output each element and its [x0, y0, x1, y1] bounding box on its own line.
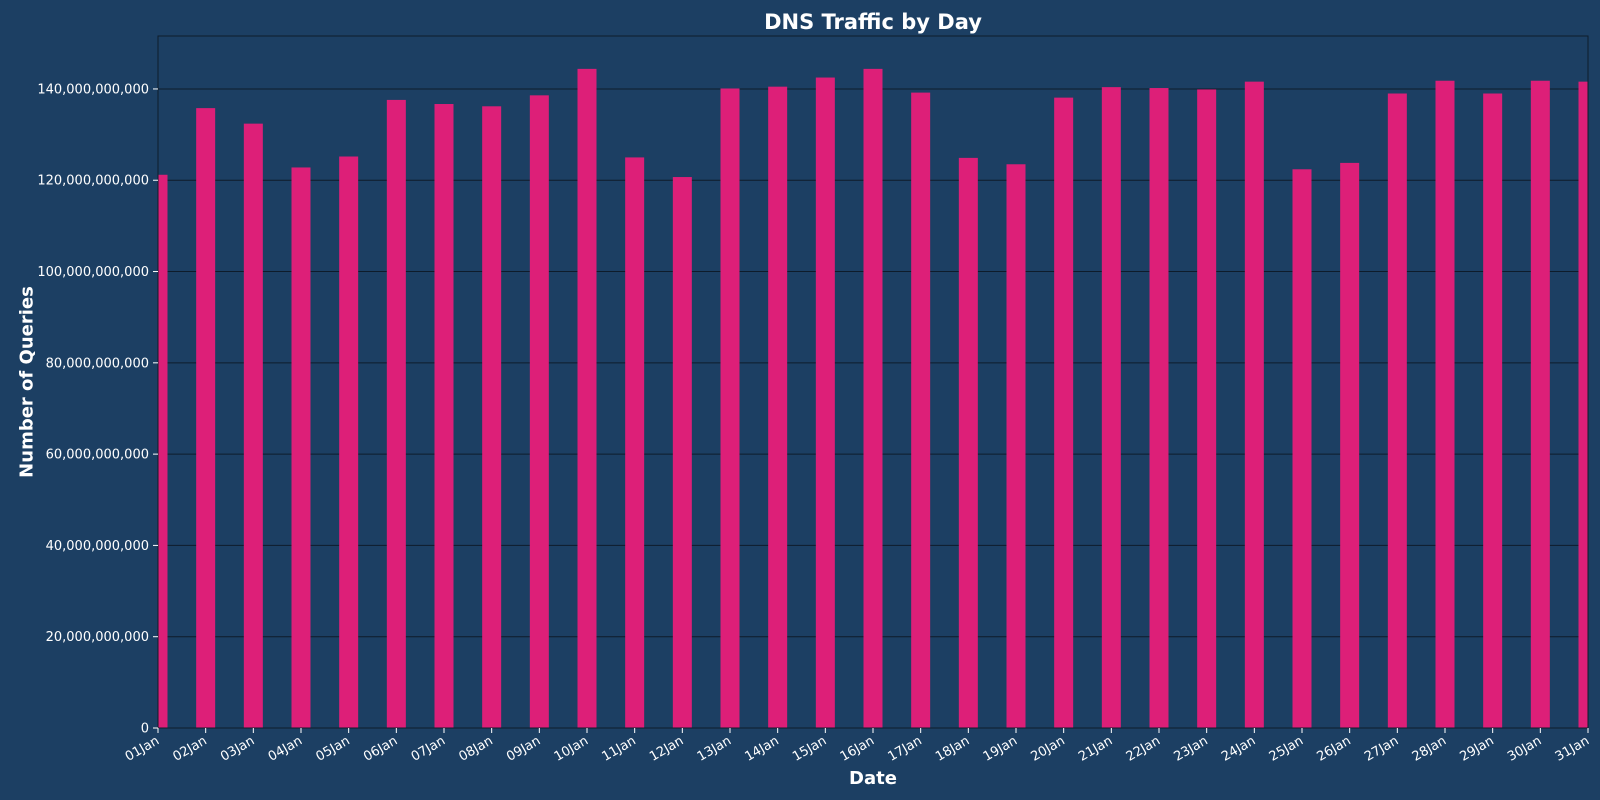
x-tick-label: 31Jan [1553, 733, 1592, 764]
y-tick-label: 120,000,000,000 [37, 174, 149, 189]
x-tick-label: 27Jan [1362, 733, 1401, 764]
x-tick-label: 28Jan [1410, 733, 1449, 764]
bar-16Jan [863, 68, 883, 728]
bar-21Jan [1101, 87, 1121, 728]
y-tick-label: 140,000,000,000 [37, 82, 149, 97]
x-tick-label: 06Jan [361, 733, 400, 764]
bar-09Jan [529, 95, 549, 728]
bar-28Jan [1435, 80, 1455, 728]
bar-04Jan [291, 167, 311, 728]
bar-24Jan [1244, 81, 1264, 728]
bar-25Jan [1292, 169, 1312, 728]
x-tick-label: 20Jan [1028, 733, 1067, 764]
x-tick-label: 15Jan [790, 733, 829, 764]
x-tick-label: 29Jan [1457, 733, 1496, 764]
y-tick-label: 40,000,000,000 [46, 539, 149, 554]
bar-29Jan [1483, 93, 1503, 728]
bar-22Jan [1149, 88, 1169, 728]
x-tick-label: 07Jan [409, 733, 448, 764]
bar-10Jan [577, 68, 597, 728]
x-tick-label: 19Jan [981, 733, 1020, 764]
x-tick-label: 09Jan [504, 733, 543, 764]
bar-03Jan [243, 123, 263, 728]
y-tick-label: 20,000,000,000 [46, 630, 149, 645]
x-tick-label: 26Jan [1314, 733, 1353, 764]
bar-15Jan [815, 77, 835, 728]
bars [158, 68, 1588, 728]
x-tick-label: 23Jan [1171, 733, 1210, 764]
bar-14Jan [768, 86, 788, 728]
bar-30Jan [1530, 80, 1550, 728]
bar-13Jan [720, 88, 740, 728]
bar-18Jan [958, 157, 978, 728]
bar-27Jan [1387, 93, 1407, 728]
x-tick-label: 02Jan [170, 733, 209, 764]
y-tick-label: 60,000,000,000 [46, 448, 149, 463]
x-tick-label: 16Jan [838, 733, 877, 764]
x-tick-label: 08Jan [456, 733, 495, 764]
x-tick-label: 12Jan [647, 733, 686, 764]
x-axis-label: Date [849, 768, 897, 789]
y-tick-label: 0 [141, 722, 149, 737]
x-tick-label: 17Jan [885, 733, 924, 764]
bar-12Jan [672, 177, 692, 728]
x-axis-ticks: 01Jan 02Jan 03Jan 04Jan 05Jan 06Jan 07Jan 08Jan… [123, 728, 1592, 765]
x-tick-label: 01Jan [123, 733, 162, 764]
chart-title: DNS Traffic by Day [764, 10, 982, 34]
x-tick-label: 14Jan [742, 733, 781, 764]
x-tick-label: 24Jan [1219, 733, 1258, 764]
bar-31Jan [1578, 81, 1588, 728]
bar-26Jan [1340, 162, 1360, 728]
x-tick-label: 18Jan [933, 733, 972, 764]
x-tick-label: 03Jan [218, 733, 257, 764]
x-tick-label: 10Jan [552, 733, 591, 764]
x-tick-label: 04Jan [266, 733, 305, 764]
bar-20Jan [1054, 97, 1074, 728]
x-tick-label: 22Jan [1124, 733, 1163, 764]
bar-02Jan [196, 108, 216, 728]
bar-05Jan [339, 156, 359, 728]
bar-11Jan [625, 157, 645, 728]
bar-19Jan [1006, 164, 1026, 728]
bar-23Jan [1197, 89, 1217, 728]
x-tick-label: 21Jan [1076, 733, 1115, 764]
x-tick-label: 11Jan [599, 733, 638, 764]
y-axis-label: Number of Queries [16, 286, 37, 478]
y-axis-ticks: 0 20,000,000,000 40,000,000,000 60,000,000,… [37, 82, 158, 737]
x-tick-label: 30Jan [1505, 733, 1544, 764]
x-tick-label: 25Jan [1267, 733, 1306, 764]
x-tick-label: 13Jan [695, 733, 734, 764]
x-tick-label: 05Jan [313, 733, 352, 764]
bar-06Jan [386, 99, 406, 728]
bar-17Jan [911, 92, 931, 728]
bar-08Jan [482, 106, 502, 728]
y-tick-label: 80,000,000,000 [46, 356, 149, 371]
y-tick-label: 100,000,000,000 [37, 265, 149, 280]
bar-01Jan [158, 174, 168, 728]
bar-07Jan [434, 104, 454, 728]
